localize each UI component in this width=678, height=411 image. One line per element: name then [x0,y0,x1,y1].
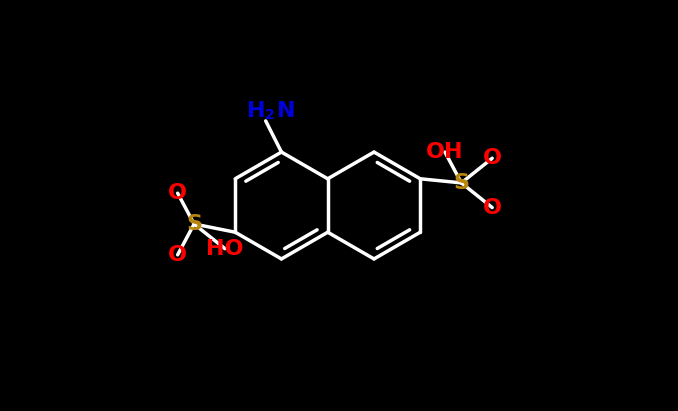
Text: O: O [483,198,502,217]
Text: H: H [247,101,266,120]
Text: O: O [168,183,187,203]
Text: O: O [483,148,502,168]
Text: S: S [454,173,469,193]
Text: HO: HO [206,239,243,259]
Text: OH: OH [426,142,464,162]
Text: O: O [168,245,187,265]
Text: N: N [277,101,296,120]
Text: 2: 2 [265,108,275,122]
Text: S: S [186,214,202,234]
